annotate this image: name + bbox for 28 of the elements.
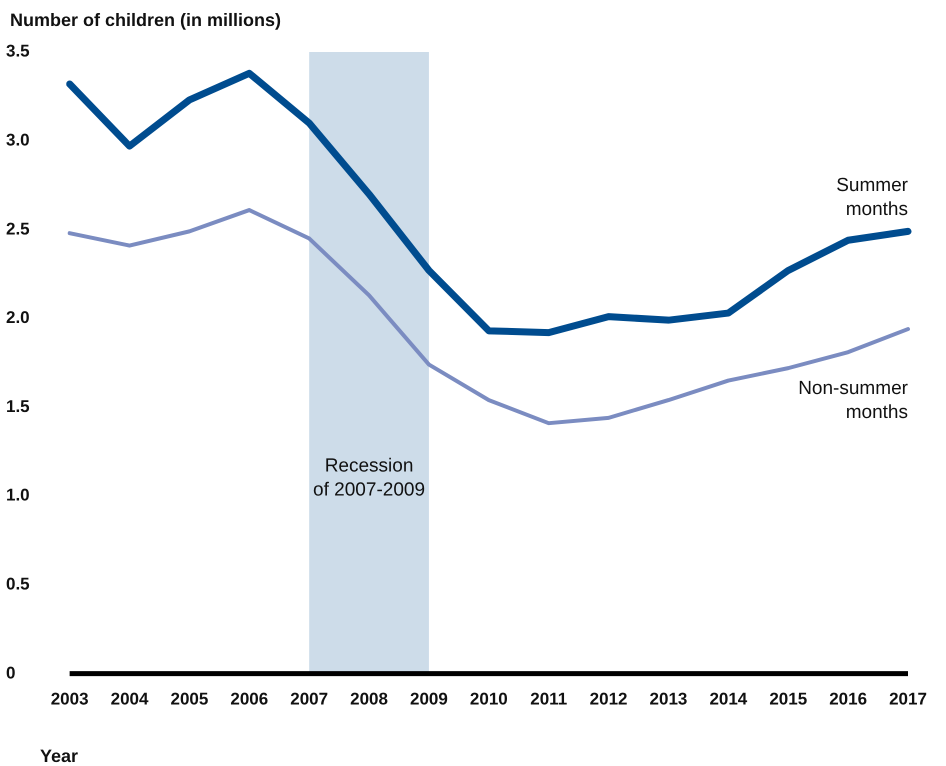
- y-tick-label: 2.5: [6, 219, 30, 238]
- y-tick-label: 3.0: [6, 130, 30, 150]
- x-tick-label: 2017: [889, 689, 927, 708]
- x-tick-label: 2012: [590, 689, 628, 708]
- y-tick-label: 1.5: [6, 396, 30, 416]
- x-axis-title: Year: [40, 746, 78, 766]
- x-tick-label: 2016: [829, 689, 868, 708]
- x-tick-label: 2005: [170, 689, 208, 708]
- x-tick-label: 2006: [230, 689, 268, 708]
- x-tick-label: 2007: [290, 689, 328, 708]
- y-tick-label: 0: [6, 663, 16, 682]
- series-label: Non-summer months: [798, 378, 909, 423]
- x-tick-label: 2010: [470, 689, 508, 708]
- y-tick-label: 0.5: [6, 574, 30, 594]
- x-tick-label: 2009: [410, 689, 448, 708]
- x-tick-label: 2003: [50, 689, 89, 708]
- x-tick-label: 2011: [530, 689, 568, 708]
- y-tick-label: 2.0: [6, 308, 30, 328]
- x-tick-label: 2013: [650, 689, 688, 708]
- series-label: Summer months: [836, 175, 909, 220]
- x-tick-label: 2014: [709, 689, 748, 708]
- band-label: Recession of 2007-2009: [313, 455, 426, 500]
- x-tick-label: 2004: [110, 689, 149, 708]
- x-tick-label: 2008: [350, 689, 388, 708]
- x-tick-label: 2015: [769, 689, 808, 708]
- y-axis-title: Number of children (in millions): [10, 10, 282, 30]
- y-tick-label: 3.5: [6, 42, 30, 61]
- y-tick-label: 1.0: [6, 486, 30, 505]
